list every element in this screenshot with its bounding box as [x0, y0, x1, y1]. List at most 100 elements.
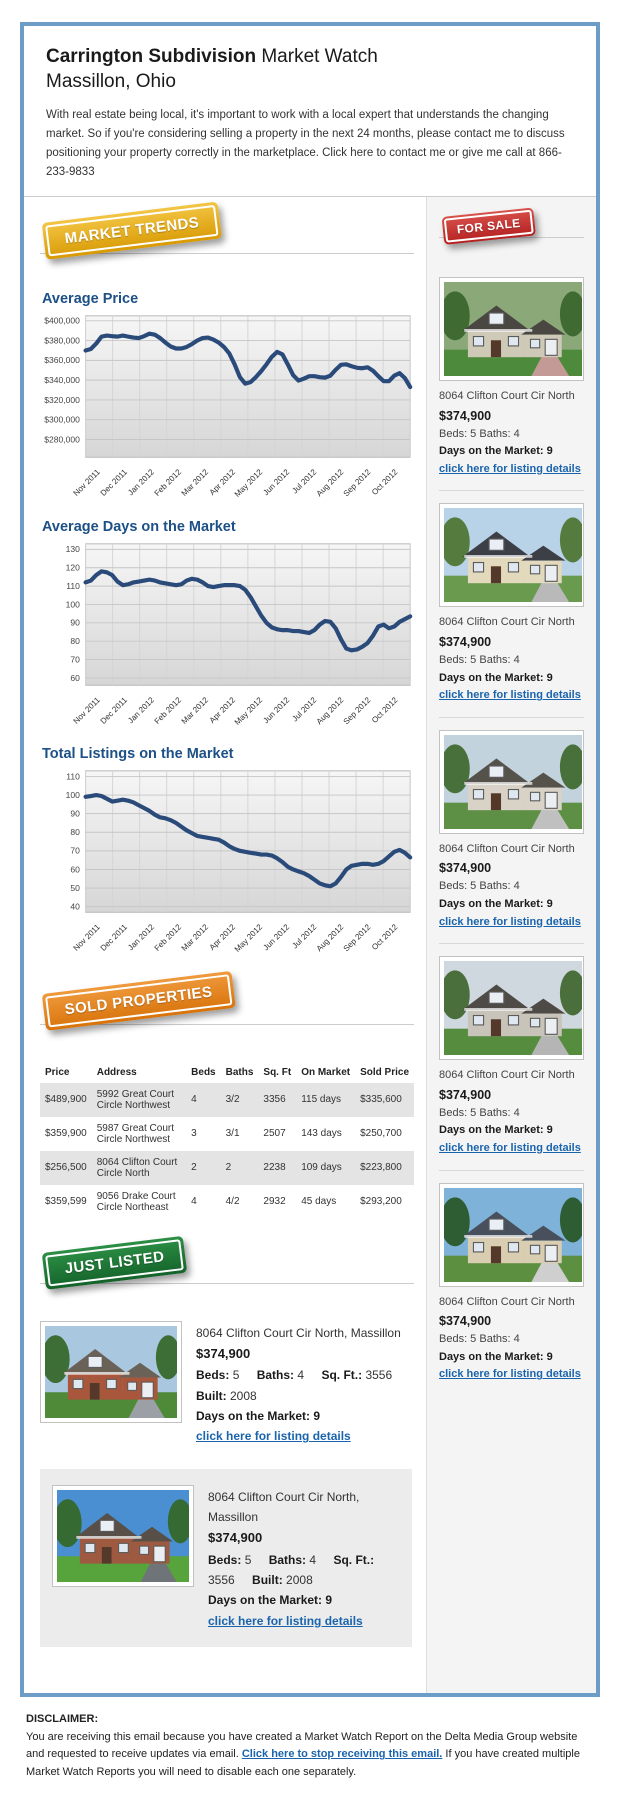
col-sqft: Sq. Ft	[263, 1066, 292, 1078]
col-on-market: On Market	[301, 1066, 351, 1078]
market-trends-badge: MARKET TRENDS	[41, 201, 223, 260]
email-header: Carrington Subdivision Market Watch Mass…	[24, 26, 596, 198]
sold-beds-cell: 4	[191, 1196, 197, 1208]
listing-details-link[interactable]: click here for listing details	[439, 462, 581, 475]
just-listed-item: 8064 Clifton Court Cir North, Massillon …	[40, 1468, 412, 1648]
for-sale-list: 8064 Clifton Court Cir North $374,900 Be…	[439, 265, 584, 1396]
svg-text:Feb 2012: Feb 2012	[153, 695, 184, 726]
svg-text:$360,000: $360,000	[44, 355, 80, 365]
listing-details-link[interactable]: click here for listing details	[208, 1613, 363, 1628]
baths-label: Baths:	[268, 1552, 307, 1567]
sqft-label: Sq. Ft.:	[321, 1368, 363, 1383]
house-photo-illustration	[57, 1489, 189, 1582]
page-title: Carrington Subdivision Market Watch Mass…	[46, 44, 574, 94]
baths-value: 4	[297, 1368, 305, 1383]
unsubscribe-link[interactable]: Click here to stop receiving this email.	[241, 1748, 443, 1761]
sold-onmarket-cell: 143 days	[301, 1128, 342, 1140]
house-photo-illustration	[444, 734, 582, 829]
svg-text:Aug 2012: Aug 2012	[315, 695, 346, 726]
disclaimer: DISCLAIMER: You are receiving this email…	[26, 1711, 594, 1781]
listing-address: 8064 Clifton Court Cir North, Massillon	[196, 1325, 401, 1340]
intro-paragraph: With real estate being local, it's impor…	[46, 109, 565, 179]
listing-details-link[interactable]: click here for listing details	[439, 1141, 581, 1154]
listing-address: 8064 Clifton Court Cir North, Massillon	[208, 1489, 360, 1525]
property-photo[interactable]	[439, 956, 584, 1061]
listing-details-link[interactable]: click here for listing details	[439, 915, 581, 928]
property-photo[interactable]	[439, 729, 584, 834]
sold-properties-badge: SOLD PROPERTIES	[41, 970, 236, 1031]
sold-onmarket-cell: 109 days	[301, 1162, 342, 1174]
house-photo-illustration	[444, 1187, 582, 1282]
average-days-chart: 60 70 80 90 100 110 120 130 Nov 2011 Dec 2011 Jan …	[40, 541, 414, 737]
svg-text:Oct 2012: Oct 2012	[370, 467, 400, 497]
sold-properties-badge-label: SOLD PROPERTIES	[45, 973, 233, 1028]
property-photo[interactable]	[52, 1484, 194, 1587]
listing-beds-baths: Beds: 5 Baths: 4	[439, 427, 520, 440]
col-price: Price	[45, 1066, 70, 1078]
for-sale-listing: 8064 Clifton Court Cir North $374,900 Be…	[439, 265, 584, 492]
house-photo-illustration	[45, 1325, 177, 1418]
disclaimer-heading: DISCLAIMER:	[26, 1713, 99, 1726]
listing-days-on-market: Days on the Market: 9	[439, 671, 553, 684]
for-sale-listing: 8064 Clifton Court Cir North $374,900 Be…	[439, 1171, 584, 1396]
email-container: Carrington Subdivision Market Watch Mass…	[20, 22, 600, 1698]
col-baths: Baths	[225, 1066, 254, 1078]
property-photo[interactable]	[439, 1182, 584, 1287]
listing-address: 8064 Clifton Court Cir North	[439, 616, 575, 629]
svg-text:Dec 2011: Dec 2011	[99, 467, 130, 498]
property-photo[interactable]	[439, 277, 584, 382]
sold-table-row: $359,900 5987 Great Court Circle Northwe…	[40, 1117, 414, 1151]
listing-price: $374,900	[439, 1314, 492, 1329]
svg-text:Mar 2012: Mar 2012	[180, 922, 211, 953]
sold-baths-cell: 3/1	[225, 1128, 240, 1140]
listing-beds-baths: Beds: 5 Baths: 4	[439, 1106, 520, 1119]
svg-text:80: 80	[70, 636, 80, 646]
svg-text:$280,000: $280,000	[44, 434, 80, 444]
divider	[40, 1023, 414, 1025]
sqft-value: 3556	[208, 1572, 235, 1587]
sold-price-cell: $256,500	[45, 1162, 87, 1174]
property-photo[interactable]	[40, 1320, 182, 1423]
total-listings-chart: 40 50 60 70 80 90 100 110 Nov 2011 Dec 2011 Jan 20…	[40, 768, 414, 964]
sold-baths-cell: 3/2	[225, 1094, 240, 1106]
for-sale-badge: FOR SALE	[441, 207, 536, 245]
listing-beds-baths: Beds: 5 Baths: 4	[439, 1333, 520, 1346]
built-value: 2008	[230, 1388, 257, 1403]
svg-text:Oct 2012: Oct 2012	[370, 695, 400, 725]
just-listed-badge-row: JUST LISTED	[40, 1235, 414, 1307]
svg-text:130: 130	[66, 544, 80, 554]
listing-details-link[interactable]: click here for listing details	[196, 1429, 351, 1444]
svg-text:70: 70	[70, 654, 80, 664]
sold-table-header-row: Price Address Beds Baths Sq. Ft On Marke…	[40, 1062, 414, 1083]
divider	[40, 253, 414, 255]
house-photo-illustration	[444, 282, 582, 377]
svg-text:Jan 2012: Jan 2012	[126, 467, 156, 497]
baths-value: 4	[309, 1552, 317, 1567]
built-value: 2008	[286, 1572, 313, 1587]
svg-text:Jan 2012: Jan 2012	[126, 922, 156, 952]
for-sale-listing: 8064 Clifton Court Cir North $374,900 Be…	[439, 491, 584, 718]
listing-details-link[interactable]: click here for listing details	[439, 1368, 581, 1381]
for-sale-sidebar: FOR SALE 8064 Clifton Court Cir North $3…	[426, 197, 596, 1694]
listing-address: 8064 Clifton Court Cir North	[439, 842, 575, 855]
for-sale-listing: 8064 Clifton Court Cir North $374,900 Be…	[439, 944, 584, 1171]
average-days-heading: Average Days on the Market	[42, 518, 236, 535]
listing-details-link[interactable]: click here for listing details	[439, 689, 581, 702]
listing-specs: Beds: 5 Baths: 4 Sq. Ft.: 3556 Built: 20…	[196, 1365, 414, 1406]
svg-text:90: 90	[70, 617, 80, 627]
sold-properties-table: Price Address Beds Baths Sq. Ft On Marke…	[40, 1062, 414, 1219]
property-photo[interactable]	[439, 503, 584, 608]
svg-text:$400,000: $400,000	[44, 316, 80, 326]
sold-soldprice-cell: $223,800	[360, 1162, 402, 1174]
market-trends-badge-label: MARKET TRENDS	[45, 204, 219, 257]
just-listed-badge: JUST LISTED	[41, 1235, 188, 1290]
built-label: Built:	[252, 1572, 283, 1587]
listing-days-on-market: Days on the Market: 9	[439, 1350, 553, 1363]
sold-sqft-cell: 3356	[263, 1094, 286, 1106]
sold-price-cell: $359,599	[45, 1196, 87, 1208]
svg-text:Feb 2012: Feb 2012	[153, 922, 184, 953]
listing-address: 8064 Clifton Court Cir North	[439, 1295, 575, 1308]
average-price-section: Average Price $280,000 $300,000 $320,000 $3…	[40, 291, 414, 509]
sold-address-cell: 5992 Great Court Circle Northwest	[96, 1088, 174, 1111]
svg-text:Jun 2012: Jun 2012	[261, 695, 291, 725]
